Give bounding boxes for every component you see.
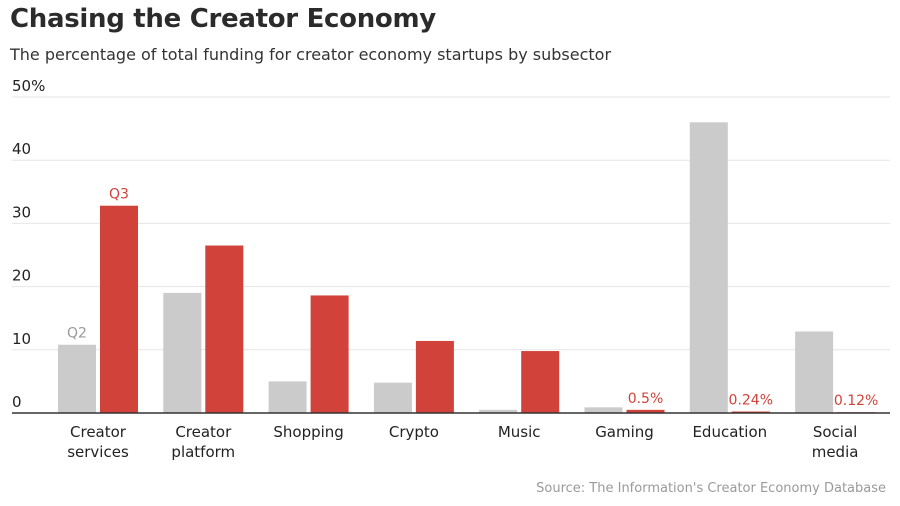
y-tick-label: 50% xyxy=(12,77,45,95)
category-label: Creator services xyxy=(67,423,129,461)
category-label: Creator platform xyxy=(171,423,235,461)
category-label: Shopping xyxy=(273,423,343,441)
data-label: 0.5% xyxy=(628,391,664,407)
data-label: 0.12% xyxy=(834,393,878,409)
category-label: Crypto xyxy=(389,423,439,441)
y-tick-label: 0 xyxy=(12,393,22,411)
category-label: Gaming xyxy=(595,423,654,441)
bar-q2 xyxy=(584,407,623,413)
data-label: Q3 xyxy=(109,187,129,203)
category-label: Music xyxy=(498,423,541,441)
bar-q2 xyxy=(689,122,728,413)
bar-q2 xyxy=(373,382,412,413)
y-tick-label: 30 xyxy=(12,203,31,221)
bar-q3 xyxy=(731,411,770,413)
bar-q3 xyxy=(205,245,244,413)
y-tick-label: 10 xyxy=(12,330,31,348)
bar-q2 xyxy=(268,381,307,413)
data-label: Q2 xyxy=(67,326,87,342)
y-tick-label: 20 xyxy=(12,267,31,285)
chart-title: Chasing the Creator Economy xyxy=(10,4,436,34)
category-label: Social media xyxy=(812,423,859,461)
bar-q3 xyxy=(521,351,560,413)
bar-q3 xyxy=(310,295,349,413)
data-label: 0.24% xyxy=(729,392,773,408)
bar-q3 xyxy=(100,205,138,413)
bar-q3 xyxy=(626,409,665,413)
y-tick-label: 40 xyxy=(12,140,31,158)
bar-q2 xyxy=(479,409,518,413)
chart-subtitle: The percentage of total funding for crea… xyxy=(10,45,612,64)
bar-q3 xyxy=(415,340,454,413)
bar-q2 xyxy=(795,331,834,413)
bar-q2 xyxy=(163,292,202,413)
category-label: Education xyxy=(692,423,767,441)
bar-q2 xyxy=(58,344,96,413)
source-note: Source: The Information's Creator Econom… xyxy=(536,481,886,496)
